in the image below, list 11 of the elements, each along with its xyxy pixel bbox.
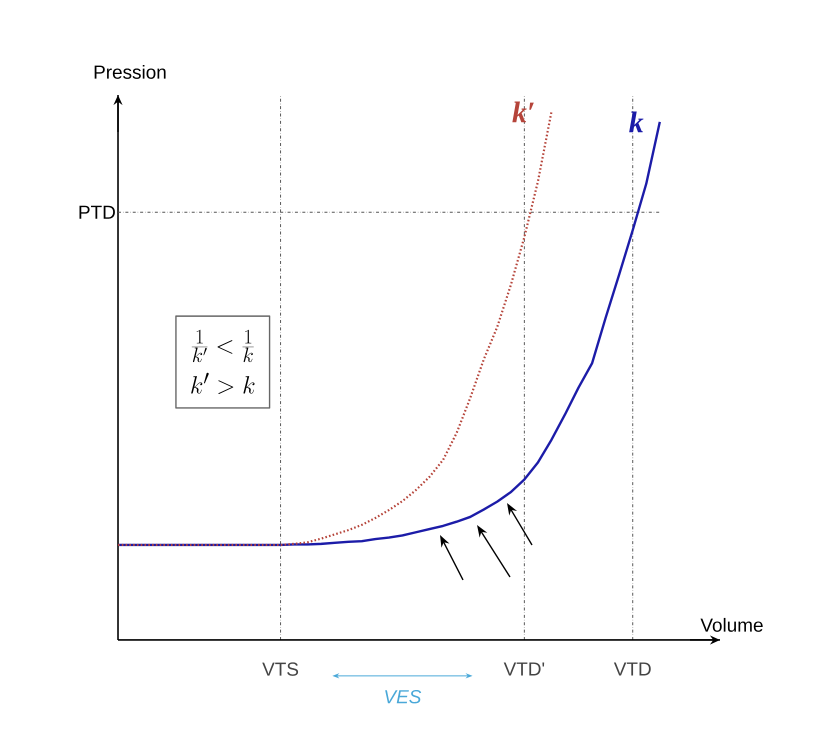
series-label: k′ [512, 102, 534, 122]
x-tick-label: VTD [614, 662, 651, 676]
annotation: $\frac{1}{k'} < \frac{1}{k}$ [192, 330, 254, 362]
series-label: k [629, 112, 644, 132]
annotation: $k' > k$ [191, 372, 255, 394]
x-axis-title: Volume [700, 618, 763, 632]
x-tick-label: VTD' [504, 662, 544, 676]
y-axis-title: Pression [94, 64, 166, 79]
text: VES [385, 690, 422, 704]
ref-line-label: PTD [80, 206, 115, 219]
x-tick-label: VTS [262, 662, 298, 676]
